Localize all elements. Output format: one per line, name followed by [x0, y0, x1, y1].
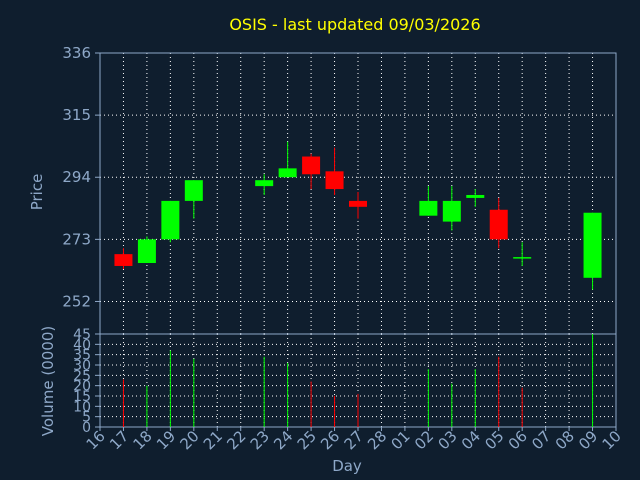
x-tick-label: 21 [200, 427, 226, 453]
candle-body [466, 194, 485, 198]
volume-tick-label: 5 [82, 410, 91, 426]
price-tick-label: 336 [62, 44, 91, 62]
volume-tick-label: 20 [73, 379, 91, 395]
candle-25 [302, 153, 321, 190]
candle-18 [137, 236, 156, 264]
volume-axis-label: Volume (0000) [39, 326, 57, 436]
candle-06 [513, 242, 532, 266]
x-tick-label: 19 [153, 427, 179, 453]
x-tick-label: 01 [388, 427, 414, 453]
volume-tick-label: 45 [73, 327, 91, 343]
candle-body [489, 209, 508, 240]
volume-tick-label: 0 [82, 420, 91, 436]
candle-body [442, 200, 461, 222]
candle-27 [349, 192, 367, 219]
candle-05 [489, 197, 508, 249]
candle-body [161, 200, 180, 240]
price-axis-label: Price [28, 174, 46, 211]
volume-panel: 0510152025303540451617181920212223242526… [73, 327, 625, 453]
volume-tick-label: 15 [73, 389, 91, 405]
price-tick-label: 273 [62, 230, 91, 248]
x-tick-label: 17 [106, 427, 132, 453]
candle-02 [419, 186, 438, 216]
candle-20 [184, 180, 203, 219]
x-tick-label: 09 [575, 427, 601, 453]
candle-body [302, 156, 321, 175]
price-tick-label: 294 [62, 168, 91, 186]
volume-tick-label: 10 [73, 399, 91, 415]
candle-17 [114, 248, 133, 269]
candle-body [278, 168, 297, 178]
x-tick-label: 18 [130, 427, 156, 453]
x-tick-label: 08 [552, 427, 578, 453]
candle-body [114, 254, 133, 266]
x-tick-label: 06 [505, 427, 531, 453]
candle-09 [583, 212, 602, 290]
candle-body [419, 200, 438, 216]
chart-title: OSIS - last updated 09/03/2026 [229, 15, 480, 34]
candle-26 [325, 147, 344, 195]
x-tick-label: 28 [364, 427, 390, 453]
candle-body [255, 180, 274, 187]
price-tick-label: 252 [62, 292, 91, 310]
x-tick-label: 10 [599, 427, 625, 453]
volume-tick-label: 25 [73, 368, 91, 384]
candle-23 [255, 174, 274, 195]
x-tick-label: 25 [294, 427, 320, 453]
price-panel: 252 273 294 315 336 [62, 44, 617, 335]
candle-24 [278, 141, 297, 178]
x-tick-label: 27 [341, 427, 367, 453]
volume-tick-label: 35 [73, 348, 91, 364]
candle-body [349, 200, 367, 207]
candle-body [513, 257, 532, 259]
x-tick-label: 07 [528, 427, 554, 453]
x-tick-label: 23 [247, 427, 273, 453]
candle-04 [466, 189, 485, 207]
x-tick-label: 24 [270, 427, 296, 453]
x-tick-label: 05 [481, 427, 507, 453]
x-tick-label: 22 [223, 427, 249, 453]
candle-body [137, 239, 156, 264]
x-tick-label: 02 [411, 427, 437, 453]
candle-03 [442, 186, 461, 231]
candle-body [325, 171, 344, 190]
x-tick-label: 26 [317, 427, 343, 453]
candle-body [583, 212, 602, 278]
x-tick-label: 20 [176, 427, 202, 453]
volume-tick-label: 40 [73, 337, 91, 353]
candle-body [184, 180, 203, 201]
x-axis-label: Day [332, 457, 362, 475]
price-tick-label: 315 [62, 106, 91, 124]
x-tick-label: 03 [434, 427, 460, 453]
candle-19 [161, 200, 180, 243]
x-tick-label: 04 [458, 427, 484, 453]
volume-tick-label: 30 [73, 358, 91, 374]
